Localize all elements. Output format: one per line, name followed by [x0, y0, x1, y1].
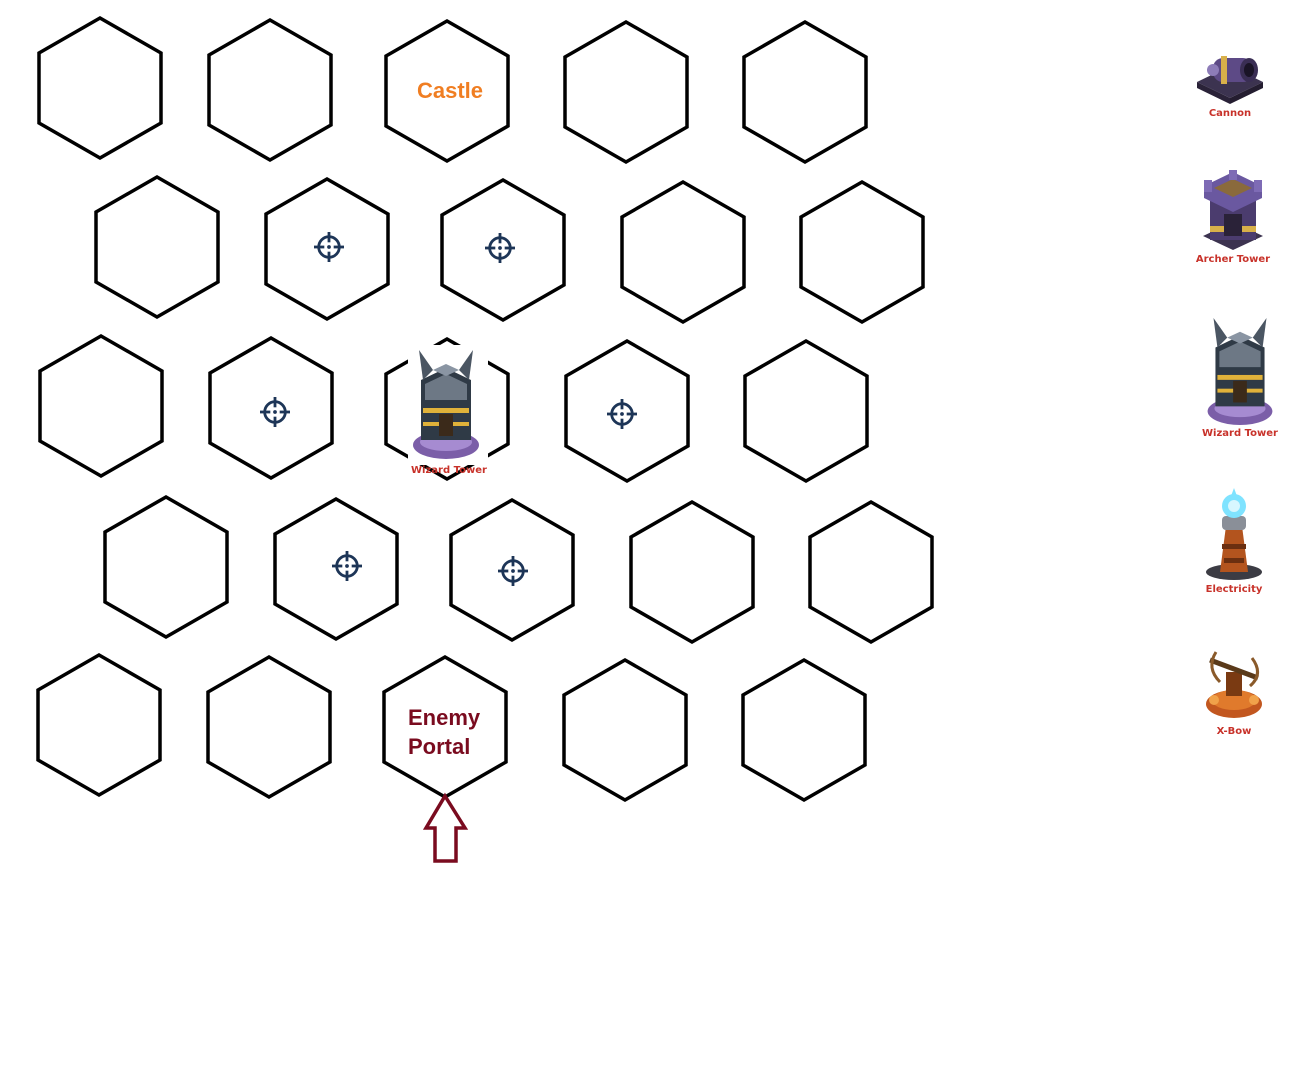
palette-item-electricity[interactable]: Electricity — [1179, 486, 1289, 595]
palette-item-archer-tower[interactable]: Archer Tower — [1178, 166, 1288, 265]
target-icon — [314, 232, 344, 262]
castle-tile[interactable]: Castle — [384, 18, 510, 164]
hex-tile-target[interactable] — [264, 176, 390, 322]
hex-tile[interactable] — [808, 499, 934, 645]
placed-building-label: Wizard Tower — [411, 465, 487, 476]
hex-tile-target[interactable] — [564, 338, 690, 484]
hex-tile-target[interactable] — [273, 496, 399, 642]
enemy-portal-label-line1: Enemy — [408, 705, 481, 730]
target-icon — [485, 233, 515, 263]
hex-board: Castle Wizard Tower — [36, 15, 934, 863]
hex-tile[interactable] — [742, 19, 868, 165]
palette-item-label: X-Bow — [1216, 726, 1252, 737]
archer-tower-icon — [1203, 170, 1263, 250]
target-icon — [332, 551, 362, 581]
palette-item-wizard-tower[interactable]: Wizard Tower — [1185, 318, 1295, 439]
enemy-portal-label-line2: Portal — [408, 734, 470, 759]
hex-tile[interactable] — [207, 17, 333, 163]
hex-tile[interactable] — [562, 657, 688, 803]
hex-tile[interactable] — [620, 179, 746, 325]
hex-tile[interactable] — [629, 499, 755, 645]
palette-item-label: Cannon — [1208, 108, 1252, 119]
hex-tile-target[interactable] — [208, 335, 334, 481]
hex-tile[interactable] — [741, 657, 867, 803]
electricity-tower-icon — [1206, 488, 1262, 580]
target-icon — [260, 397, 290, 427]
palette-item-cannon[interactable]: Cannon — [1175, 40, 1285, 119]
palette-item-label: Electricity — [1205, 584, 1263, 595]
enemy-portal-tile[interactable]: Enemy Portal — [382, 654, 508, 800]
hex-tile[interactable] — [563, 19, 689, 165]
palette-item-label: Archer Tower — [1195, 254, 1271, 265]
hex-tile[interactable] — [37, 15, 163, 161]
palette-item-label: Wizard Tower — [1202, 428, 1278, 439]
hex-tile[interactable] — [94, 174, 220, 320]
cannon-icon — [1197, 56, 1263, 104]
hex-tile[interactable] — [799, 179, 925, 325]
wizard-tower-icon — [413, 350, 479, 459]
hex-tile[interactable] — [36, 652, 162, 798]
wizard-tower-icon — [1207, 318, 1273, 426]
target-icon — [498, 556, 528, 586]
palette-item-x-bow[interactable]: X-Bow — [1179, 648, 1289, 737]
hex-tile[interactable] — [103, 494, 229, 640]
enemy-path-arrow-icon — [422, 792, 469, 863]
target-icon — [607, 399, 637, 429]
hex-tile-target[interactable] — [440, 177, 566, 323]
x-bow-icon — [1206, 651, 1262, 718]
hex-tile-target[interactable] — [449, 497, 575, 643]
hex-tile[interactable] — [743, 338, 869, 484]
hex-tile-wizard-tower[interactable]: Wizard Tower — [384, 336, 510, 482]
castle-label: Castle — [417, 78, 483, 103]
hex-tile[interactable] — [38, 333, 164, 479]
hex-tile[interactable] — [206, 654, 332, 800]
building-palette: Cannon Archer Tower Wizard Tower — [1180, 0, 1305, 800]
